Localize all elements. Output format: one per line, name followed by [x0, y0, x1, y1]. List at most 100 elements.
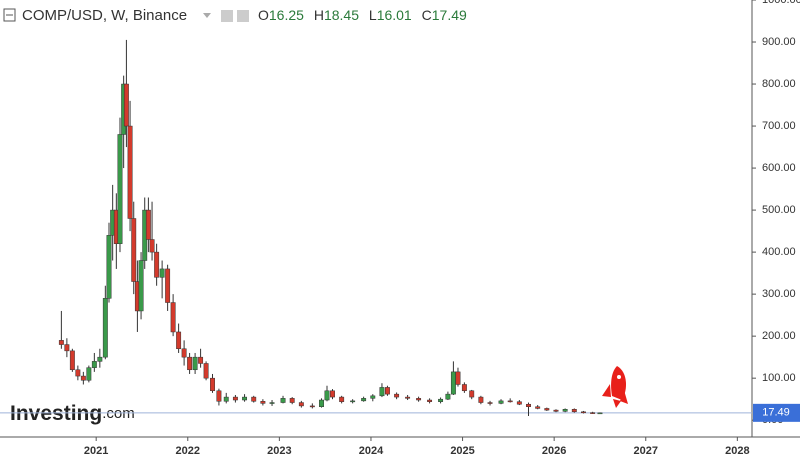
candle-body	[535, 406, 541, 409]
candle-body	[350, 400, 356, 403]
candle-body	[379, 387, 385, 397]
candle-body	[154, 251, 160, 278]
y-tick-label: 800.00	[762, 78, 796, 90]
candle-body	[80, 375, 86, 381]
y-tick-label: 600.00	[762, 162, 796, 174]
menu-icon[interactable]	[3, 8, 16, 22]
candle-body	[319, 399, 324, 407]
candle-body	[187, 356, 193, 371]
candle-body	[581, 411, 586, 414]
candle-body	[280, 398, 286, 403]
candle-body	[131, 218, 137, 282]
dropdown[interactable]	[203, 13, 211, 18]
candle-body	[123, 83, 129, 127]
settings-button[interactable]	[221, 10, 233, 22]
y-tick-label: 500.00	[762, 204, 796, 216]
candle-body	[309, 405, 315, 408]
candle-body	[324, 390, 330, 401]
ohlc: O16.25 H18.45 L16.01 C17.49	[258, 7, 467, 23]
rocket-window	[617, 375, 621, 379]
candle-body	[526, 403, 531, 407]
candle-body	[487, 402, 493, 404]
x-tick-label: 2021	[84, 445, 108, 457]
candle-body	[394, 393, 400, 398]
y-tick-label: 900.00	[762, 36, 796, 48]
candle-body	[102, 298, 108, 358]
candle-body	[445, 393, 451, 400]
candle-body	[159, 268, 165, 278]
logo-suffix: .com	[102, 405, 135, 422]
candle-body	[223, 396, 229, 402]
x-tick-label: 2022	[176, 445, 200, 457]
candle-body	[58, 340, 64, 345]
candle-body	[181, 348, 187, 358]
price-tag	[753, 403, 800, 422]
candle-body	[455, 371, 461, 385]
candle-body	[69, 350, 75, 371]
candle-body	[242, 396, 248, 401]
candle-body	[416, 398, 422, 401]
ohlc-value: 16.01	[377, 7, 412, 23]
candle-body	[97, 356, 103, 362]
candle-body	[210, 377, 215, 392]
ohlc-value: 17.49	[432, 7, 467, 23]
x-tick-label: 2024	[359, 445, 384, 457]
x-tick-label: 2023	[267, 445, 291, 457]
candle-body	[571, 409, 577, 413]
rocket-body	[611, 366, 627, 400]
candle-body	[149, 239, 155, 253]
candle-body	[176, 331, 182, 350]
rocket-fins	[602, 384, 628, 404]
candle-body	[64, 344, 70, 352]
candle-body	[450, 371, 456, 395]
candle-body	[216, 390, 222, 402]
candle-body	[165, 268, 171, 303]
candle-body	[192, 356, 198, 371]
rocket-icon	[602, 366, 628, 408]
candle-body	[75, 369, 81, 377]
candle-body	[269, 402, 275, 404]
candle-body	[86, 367, 92, 381]
plot	[0, 39, 752, 416]
ohlc-label: C	[422, 7, 432, 23]
candle-body	[553, 409, 559, 412]
y-tick-label: 200.00	[762, 330, 796, 342]
candle-body	[405, 396, 411, 399]
candle-body	[384, 387, 390, 395]
candle-body	[289, 398, 295, 403]
candle-body	[251, 396, 257, 402]
y-tick-label: 1000.00	[762, 0, 800, 6]
ohlc-label: O	[258, 7, 269, 23]
candle-body	[438, 398, 444, 402]
candle-body	[138, 260, 144, 312]
candle-body	[427, 399, 433, 402]
y-tick-label: 300.00	[762, 288, 796, 300]
candle-body	[298, 402, 304, 407]
candle-body	[590, 412, 596, 414]
candle-body	[478, 396, 484, 403]
candle-body	[198, 356, 204, 364]
candle-body	[498, 400, 504, 404]
ohlc-value: 16.25	[269, 7, 304, 23]
price-tag-label: 17.49	[762, 407, 790, 419]
compare-button[interactable]	[237, 10, 249, 22]
candle-body	[203, 363, 209, 379]
y-tick-label: 700.00	[762, 120, 796, 132]
y-tick-label: 400.00	[762, 246, 796, 258]
candle-body	[597, 412, 603, 415]
candle-body	[461, 384, 467, 392]
candle-body	[91, 361, 97, 368]
candle-body	[117, 134, 123, 244]
candle-body	[562, 409, 568, 412]
candle-body	[516, 401, 522, 405]
x-tick-label: 2028	[725, 445, 749, 457]
ohlc-value: 18.45	[324, 7, 359, 23]
candle-body	[370, 395, 376, 399]
symbol: COMP/USD, W, Binance	[22, 7, 187, 24]
x-tick-label: 2026	[542, 445, 566, 457]
candle-body	[127, 125, 133, 219]
candle-body	[232, 396, 238, 401]
ohlc-label: L	[369, 7, 377, 23]
candle-body	[145, 209, 151, 240]
